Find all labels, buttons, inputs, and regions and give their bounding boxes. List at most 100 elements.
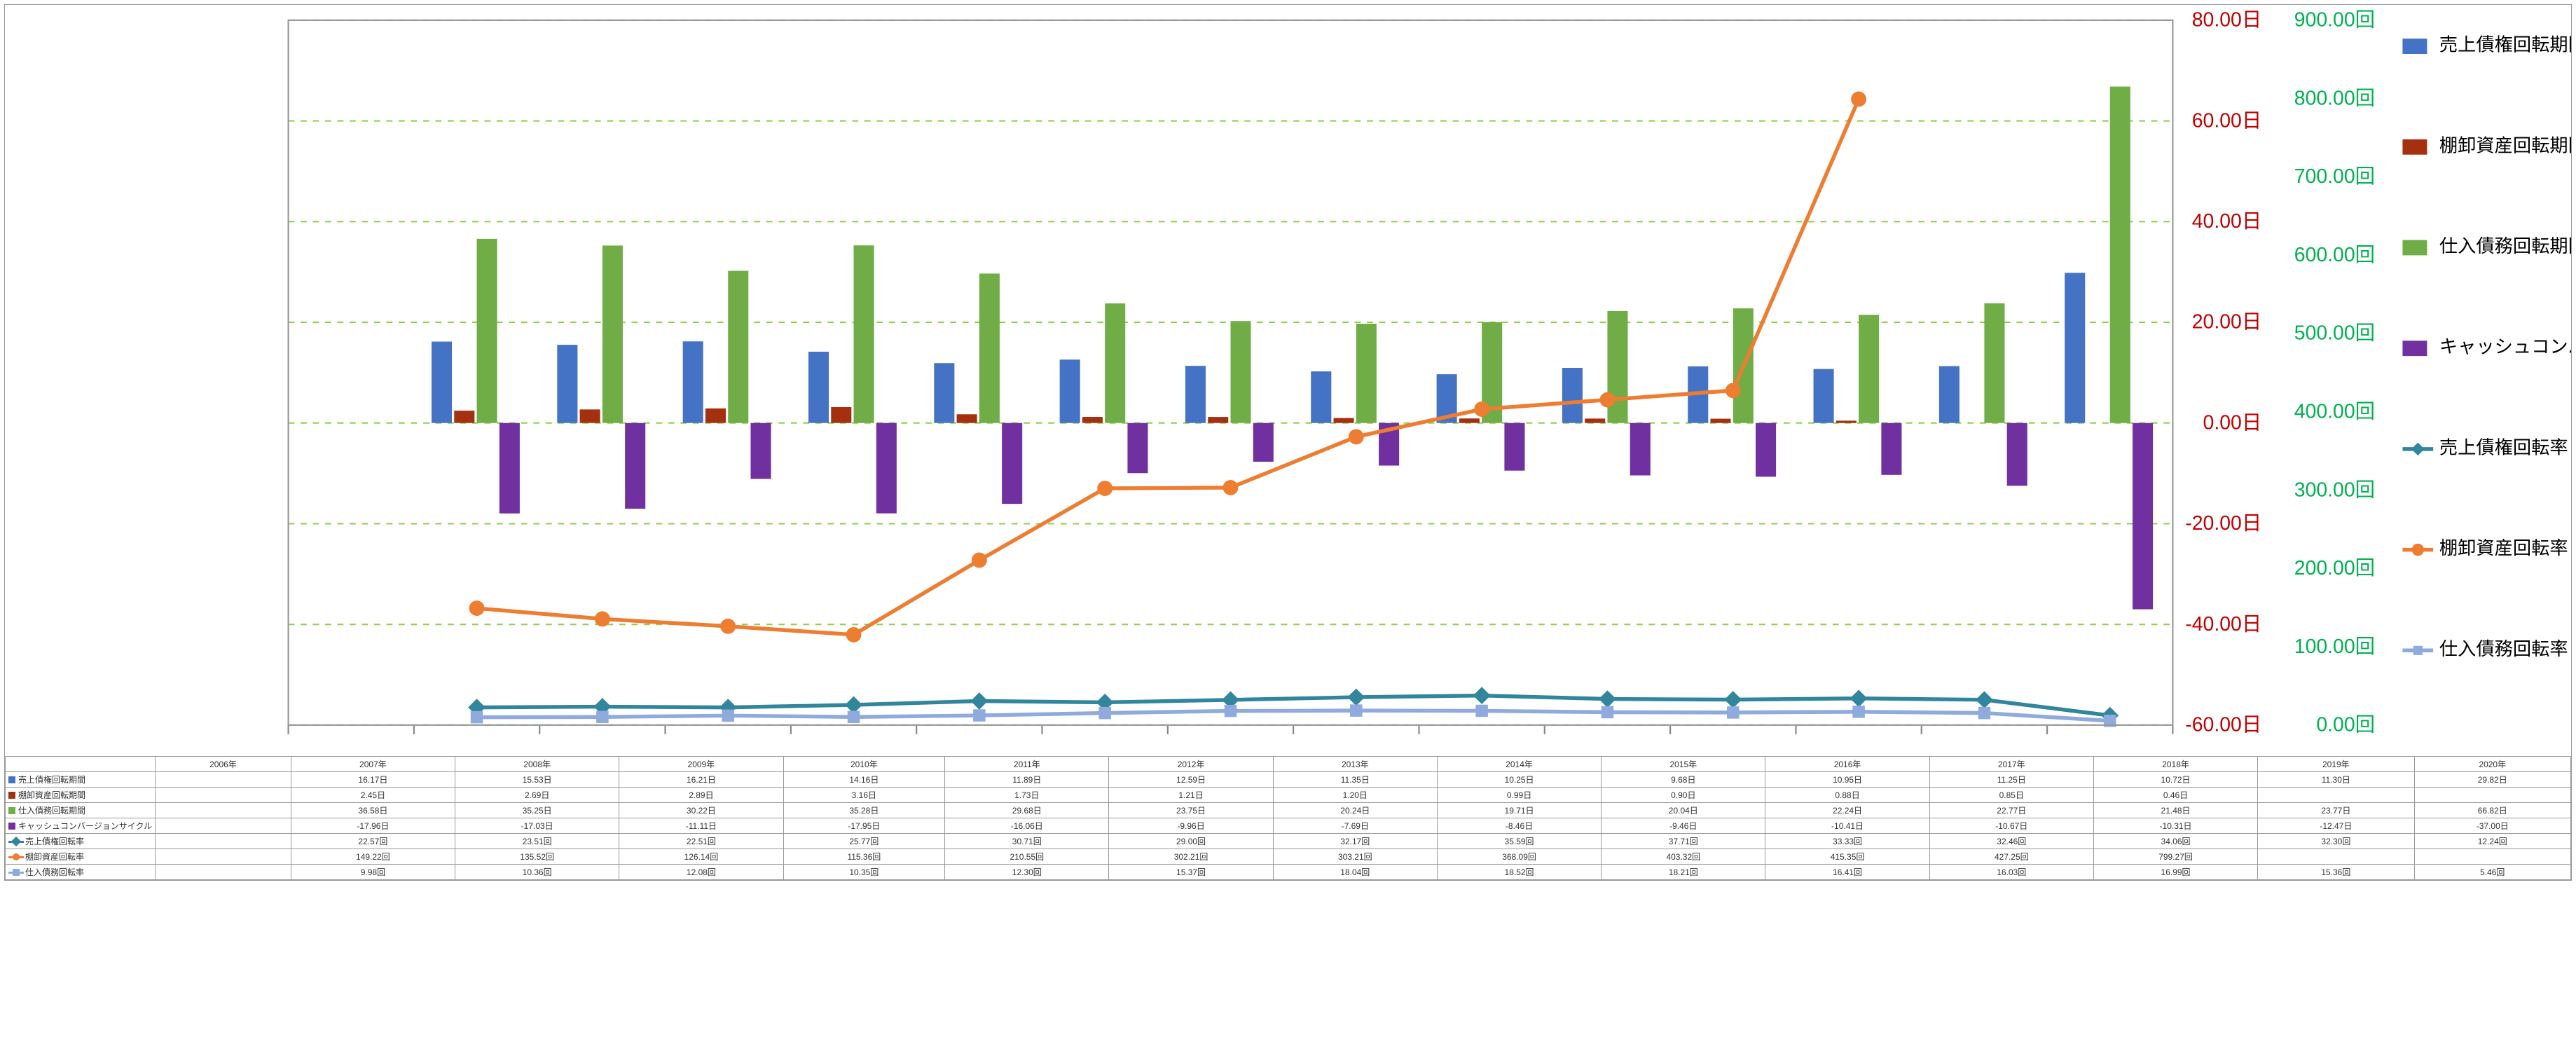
combo-chart: -60.00日-40.00日-20.00日0.00日20.00日40.00日60…: [5, 5, 2571, 756]
bar-キャッシュコンバージョンサイクル: [1756, 423, 1776, 477]
bar-売上債権回転期間: [683, 341, 703, 423]
table-cell: 36.58日: [291, 802, 455, 818]
bar-仕入債務回転期間: [1105, 303, 1125, 423]
table-cell: 22.24日: [1765, 802, 1929, 818]
table-cell: 22.57回: [291, 833, 455, 849]
bar-キャッシュコンバージョンサイクル: [1002, 423, 1022, 504]
axis-right-tick: 400.00回: [2294, 400, 2375, 423]
legend-label: キャッシュコンバージョンサイクル: [2439, 336, 2571, 357]
bar-キャッシュコンバージョンサイクル: [1881, 423, 1901, 475]
table-cell: [2414, 849, 2570, 864]
line-仕入債務回転率: [477, 710, 2110, 721]
table-cell: 15.37回: [1109, 864, 1273, 879]
table-cell: 33.33回: [1765, 833, 1929, 849]
table-cell: [2258, 849, 2414, 864]
table-cell: [2414, 787, 2570, 802]
bar-キャッシュコンバージョンサイクル: [1630, 423, 1651, 476]
year-header: 2020年: [2414, 756, 2570, 771]
bar-売上債権回転期間: [2065, 273, 2085, 423]
table-cell: 25.77回: [783, 833, 945, 849]
table-cell: 427.25回: [1929, 849, 2093, 864]
bar-売上債権回転期間: [1060, 359, 1080, 423]
table-cell: 18.21回: [1602, 864, 1765, 879]
table-cell: 12.59日: [1109, 771, 1273, 787]
table-cell: 2.69日: [455, 787, 619, 802]
axis-right-tick: 600.00回: [2294, 244, 2375, 266]
bar-仕入債務回転期間: [979, 273, 1000, 423]
table-cell: 0.99日: [1437, 787, 1601, 802]
table-cell: 16.03回: [1929, 864, 2093, 879]
bar-棚卸資産回転期間: [1082, 417, 1103, 423]
bar-棚卸資産回転期間: [1836, 420, 1857, 423]
table-cell: 34.06回: [2093, 833, 2257, 849]
year-header: 2013年: [1273, 756, 1437, 771]
series-row-header: 売上債権回転率: [6, 833, 156, 849]
series-table: 2006年2007年2008年2009年2010年2011年2012年2013年…: [5, 756, 2571, 880]
year-header: 2019年: [2258, 756, 2414, 771]
table-cell: -12.47日: [2258, 818, 2414, 833]
table-cell: 10.72日: [2093, 771, 2257, 787]
table-cell: 12.08回: [619, 864, 783, 879]
table-cell: 32.17回: [1273, 833, 1437, 849]
bar-売上債権回転期間: [934, 363, 954, 423]
table-cell: 23.77日: [2258, 802, 2414, 818]
table-cell: 115.36回: [783, 849, 945, 864]
table-cell: 19.71日: [1437, 802, 1601, 818]
table-cell: 16.41回: [1765, 864, 1929, 879]
table-cell: 11.25日: [1929, 771, 2093, 787]
table-cell: -8.46日: [1437, 818, 1601, 833]
table-cell: 14.16日: [783, 771, 945, 787]
axis-left-tick: 0.00日: [2203, 411, 2262, 434]
table-cell: 12.24回: [2414, 833, 2570, 849]
bar-棚卸資産回転期間: [705, 408, 726, 423]
axis-right-tick: 200.00回: [2294, 557, 2375, 579]
bar-仕入債務回転期間: [1859, 315, 1879, 423]
table-cell: [156, 849, 291, 864]
bar-棚卸資産回転期間: [957, 414, 977, 423]
table-cell: 0.85日: [1929, 787, 2093, 802]
table-cell: 210.55回: [945, 849, 1109, 864]
table-cell: 35.59回: [1437, 833, 1601, 849]
bar-売上債権回転期間: [808, 352, 829, 423]
table-cell: 1.73日: [945, 787, 1109, 802]
bar-売上債権回転期間: [1562, 368, 1583, 423]
year-header: 2010年: [783, 756, 945, 771]
axis-right-tick: 100.00回: [2294, 636, 2375, 658]
axis-right-tick: 800.00回: [2294, 87, 2375, 109]
table-cell: 10.36回: [455, 864, 619, 879]
table-cell: 403.32回: [1602, 849, 1765, 864]
year-header: 2007年: [291, 756, 455, 771]
axis-left-tick: 80.00日: [2192, 9, 2262, 32]
table-cell: 23.75日: [1109, 802, 1273, 818]
table-cell: 29.82日: [2414, 771, 2570, 787]
legend-label: 仕入債務回転期間: [2439, 235, 2571, 256]
bar-棚卸資産回転期間: [1585, 418, 1605, 423]
table-cell: 22.77日: [1929, 802, 2093, 818]
table-cell: -17.03日: [455, 818, 619, 833]
series-row-header: 棚卸資産回転期間: [6, 787, 156, 802]
bar-キャッシュコンバージョンサイクル: [2007, 423, 2027, 486]
bar-売上債権回転期間: [432, 342, 452, 423]
year-header: 2009年: [619, 756, 783, 771]
table-cell: [156, 787, 291, 802]
table-cell: -17.96日: [291, 818, 455, 833]
table-cell: 16.17日: [291, 771, 455, 787]
table-cell: 2.89日: [619, 787, 783, 802]
table-cell: -9.46日: [1602, 818, 1765, 833]
table-cell: 2.45日: [291, 787, 455, 802]
table-cell: 23.51回: [455, 833, 619, 849]
year-header: 2014年: [1437, 756, 1601, 771]
table-cell: [2258, 787, 2414, 802]
bar-売上債権回転期間: [1814, 369, 1834, 423]
bar-棚卸資産回転期間: [454, 411, 474, 423]
table-cell: [156, 818, 291, 833]
year-header: 2017年: [1929, 756, 2093, 771]
bar-キャッシュコンバージョンサイクル: [1253, 423, 1274, 462]
bar-棚卸資産回転期間: [580, 409, 600, 423]
table-cell: 32.46回: [1929, 833, 2093, 849]
axis-left-tick: -60.00日: [2185, 714, 2261, 736]
table-cell: 1.21日: [1109, 787, 1273, 802]
table-cell: -10.67日: [1929, 818, 2093, 833]
axis-left-tick: 20.00日: [2192, 311, 2262, 334]
axis-left-tick: 60.00日: [2192, 109, 2262, 132]
